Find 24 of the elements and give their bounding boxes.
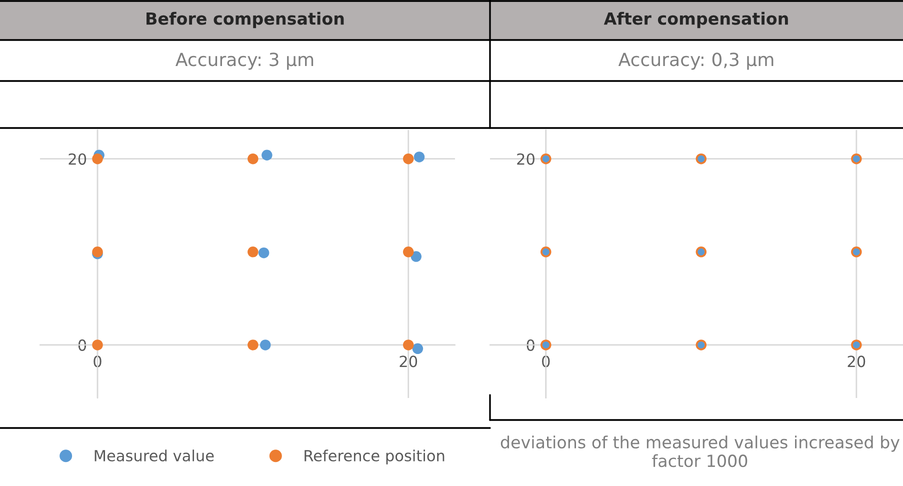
point xyxy=(248,340,258,350)
chart-title: Before compensation xyxy=(146,12,344,28)
point xyxy=(412,343,424,354)
point xyxy=(410,251,422,262)
x-tick-label: 20 xyxy=(848,356,866,368)
point xyxy=(260,340,271,350)
point xyxy=(248,246,258,258)
x-tick-label: 20 xyxy=(400,356,418,368)
point xyxy=(92,153,103,164)
point xyxy=(414,152,425,162)
chart-subtitle: Accuracy: 3 µm xyxy=(176,52,314,70)
legend-label: Measured value xyxy=(94,450,214,462)
point xyxy=(262,150,272,161)
chart-subtitle: Accuracy: 0,3 µm xyxy=(618,52,774,70)
x-tick-label: 0 xyxy=(542,356,550,368)
point xyxy=(402,340,414,350)
chart-title: After compensation xyxy=(604,12,788,28)
point xyxy=(258,247,270,258)
text: deviations of the measured values increased by factor 1000 xyxy=(500,436,900,468)
point xyxy=(402,246,414,258)
point xyxy=(248,153,258,164)
legend-label: Reference position xyxy=(304,450,444,464)
point xyxy=(92,340,103,350)
point xyxy=(402,153,414,164)
